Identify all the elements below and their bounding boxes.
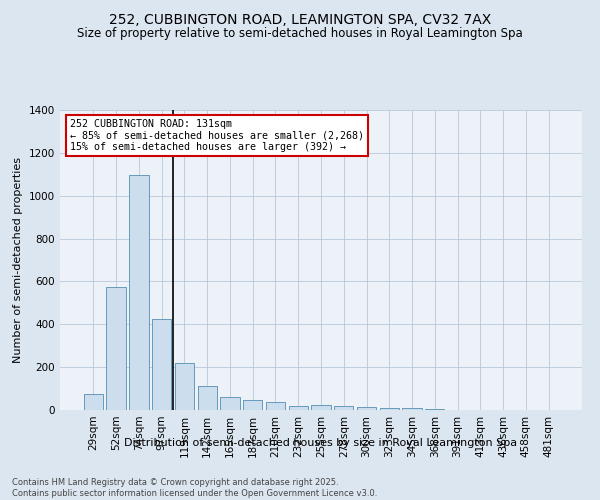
Text: Size of property relative to semi-detached houses in Royal Leamington Spa: Size of property relative to semi-detach… — [77, 28, 523, 40]
Bar — [357, 408, 376, 410]
Bar — [129, 176, 149, 410]
Bar — [84, 394, 103, 410]
Bar — [243, 400, 262, 410]
Text: 252 CUBBINGTON ROAD: 131sqm
← 85% of semi-detached houses are smaller (2,268)
15: 252 CUBBINGTON ROAD: 131sqm ← 85% of sem… — [70, 119, 364, 152]
Y-axis label: Number of semi-detached properties: Number of semi-detached properties — [13, 157, 23, 363]
Bar — [380, 408, 399, 410]
Bar — [289, 406, 308, 410]
Bar — [220, 397, 239, 410]
Bar — [266, 402, 285, 410]
Bar — [152, 319, 172, 410]
Bar — [403, 408, 422, 410]
Bar — [197, 386, 217, 410]
Text: Distribution of semi-detached houses by size in Royal Leamington Spa: Distribution of semi-detached houses by … — [124, 438, 518, 448]
Bar — [106, 287, 126, 410]
Bar — [175, 364, 194, 410]
Text: 252, CUBBINGTON ROAD, LEAMINGTON SPA, CV32 7AX: 252, CUBBINGTON ROAD, LEAMINGTON SPA, CV… — [109, 12, 491, 26]
Text: Contains HM Land Registry data © Crown copyright and database right 2025.
Contai: Contains HM Land Registry data © Crown c… — [12, 478, 377, 498]
Bar — [425, 409, 445, 410]
Bar — [311, 404, 331, 410]
Bar — [334, 406, 353, 410]
